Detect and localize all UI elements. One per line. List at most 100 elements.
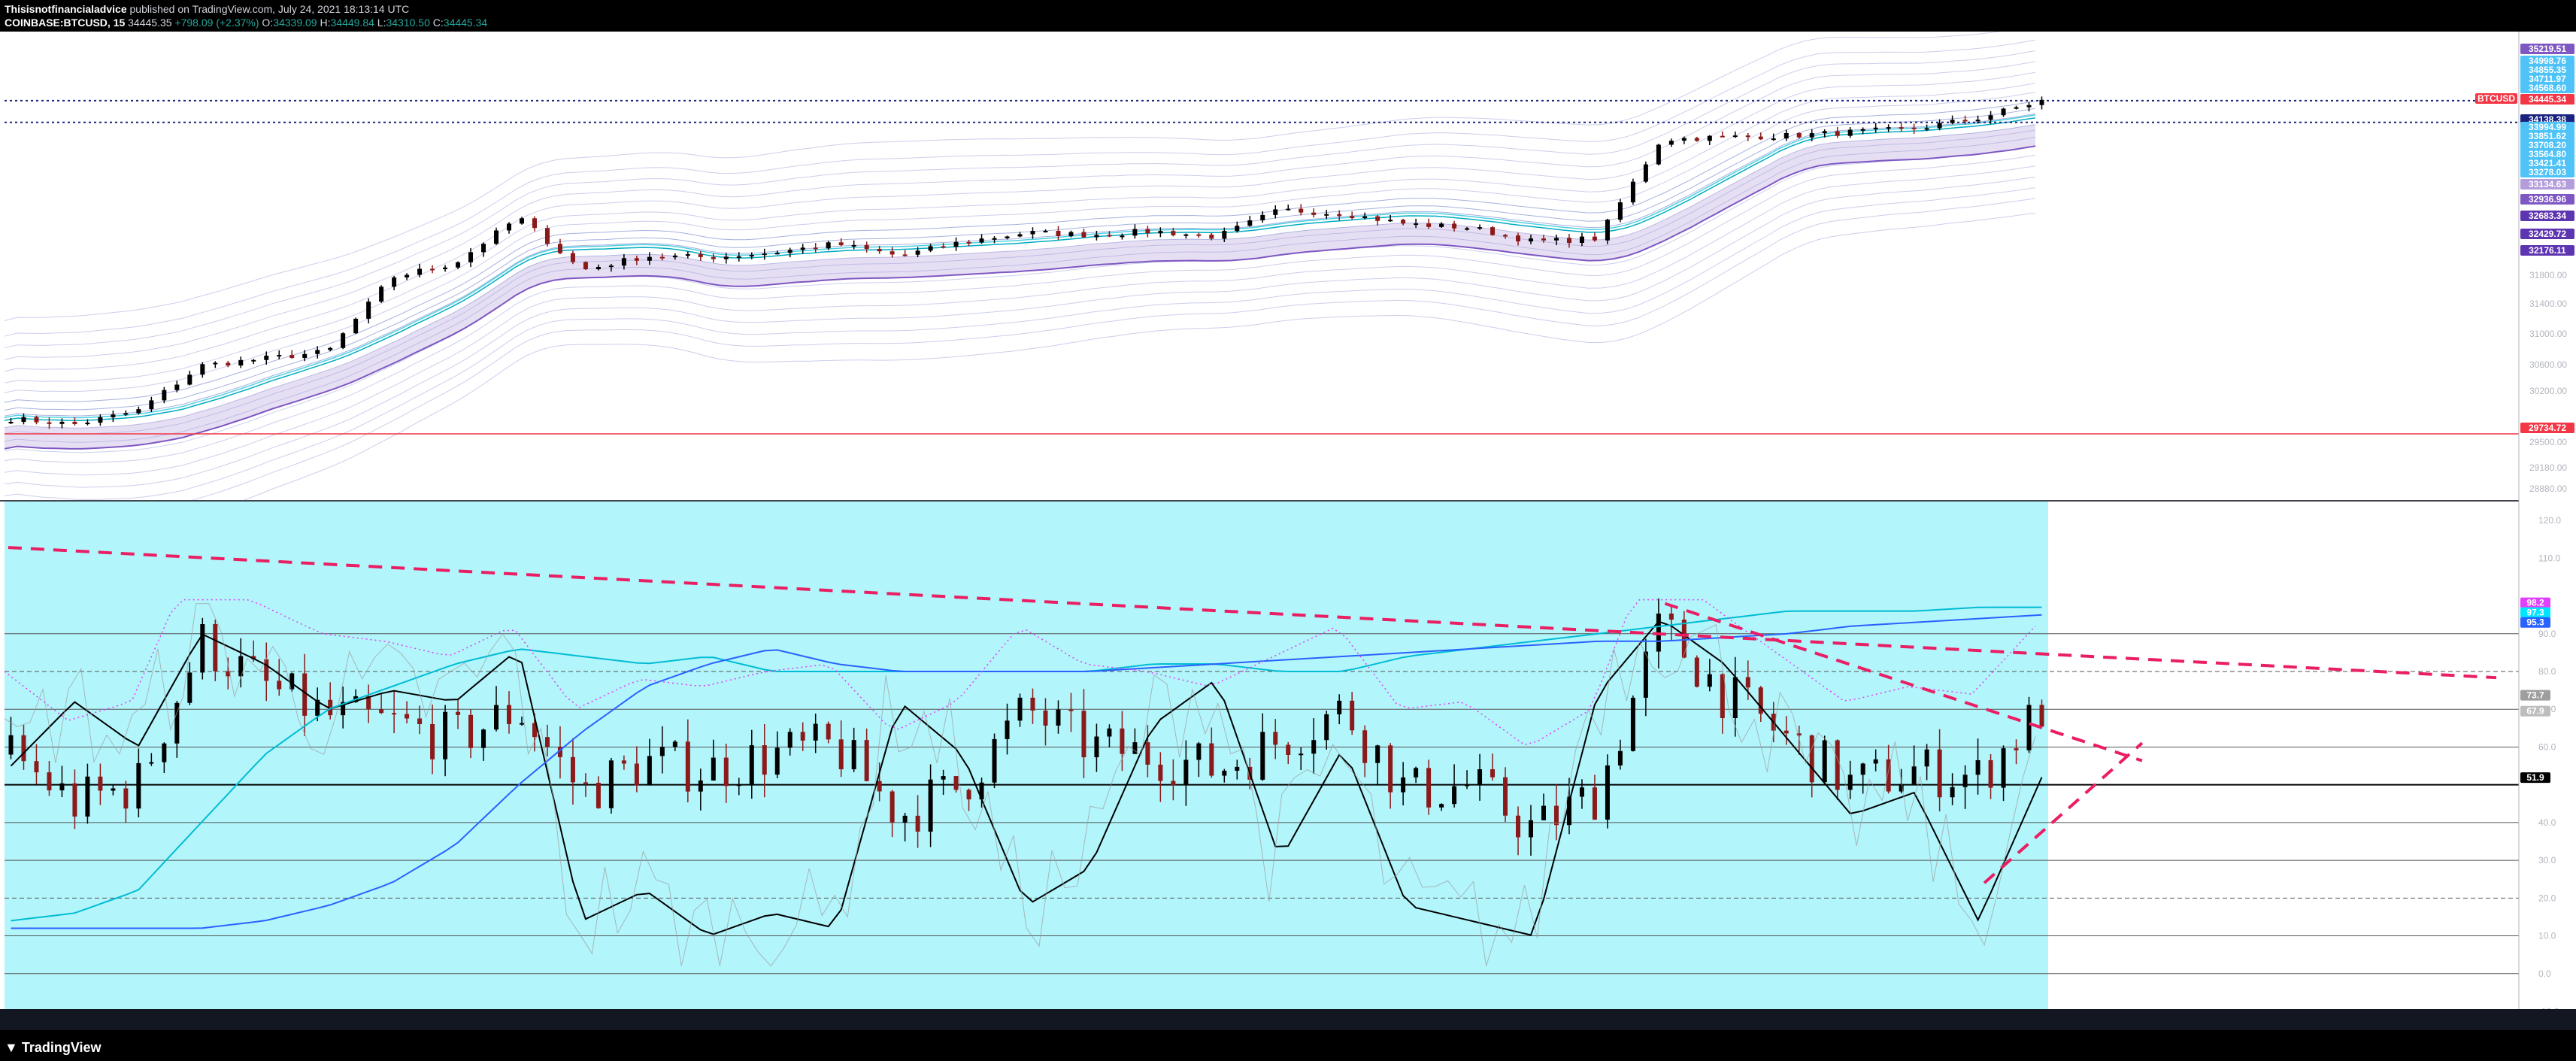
osc-candle[interactable] bbox=[864, 728, 869, 782]
osc-candle[interactable] bbox=[1503, 767, 1508, 822]
price-candle[interactable] bbox=[481, 242, 486, 257]
osc-candle[interactable] bbox=[1081, 689, 1086, 778]
price-candle[interactable] bbox=[1950, 115, 1955, 125]
trendline-1[interactable] bbox=[1664, 602, 2143, 762]
price-candle[interactable] bbox=[1745, 132, 1750, 141]
osc-candle[interactable] bbox=[1873, 749, 1878, 771]
osc-candle[interactable] bbox=[1094, 723, 1099, 772]
price-candle[interactable] bbox=[315, 346, 320, 359]
price-candle[interactable] bbox=[2039, 96, 2044, 110]
price-candle[interactable] bbox=[889, 247, 895, 258]
osc-candle[interactable] bbox=[557, 726, 562, 779]
osc-candle[interactable] bbox=[953, 776, 959, 793]
osc-candle[interactable] bbox=[1911, 745, 1917, 785]
osc-candle[interactable] bbox=[379, 693, 384, 714]
price-candle[interactable] bbox=[621, 253, 626, 270]
osc-candle[interactable] bbox=[1145, 725, 1150, 778]
price-candle[interactable] bbox=[1694, 136, 1699, 142]
price-badge[interactable]: 33564.80 bbox=[2520, 149, 2574, 159]
osc-badge[interactable]: 98.2 bbox=[2520, 597, 2550, 608]
price-candle[interactable] bbox=[1592, 232, 1597, 242]
price-candle[interactable] bbox=[1822, 129, 1827, 138]
osc-candle[interactable] bbox=[1222, 768, 1227, 783]
trendline-0[interactable] bbox=[8, 546, 2497, 680]
price-badge[interactable]: 34445.34 bbox=[2520, 94, 2574, 105]
osc-candle[interactable] bbox=[328, 682, 333, 720]
osc-candle[interactable] bbox=[698, 768, 703, 811]
price-badge[interactable]: 34855.35 bbox=[2520, 65, 2574, 75]
osc-candle[interactable] bbox=[1529, 805, 1534, 856]
price-candle[interactable] bbox=[1605, 218, 1610, 244]
price-candle[interactable] bbox=[72, 417, 77, 426]
price-candle[interactable] bbox=[1030, 227, 1035, 239]
osc-candle[interactable] bbox=[1835, 739, 1840, 800]
price-candle[interactable] bbox=[238, 356, 244, 368]
osc-candle[interactable] bbox=[507, 691, 512, 734]
osc-candle[interactable] bbox=[1452, 764, 1457, 808]
price-candle[interactable] bbox=[928, 244, 933, 253]
price-candle[interactable] bbox=[1324, 209, 1329, 220]
osc-candle[interactable] bbox=[1886, 744, 1891, 794]
osc-candle[interactable] bbox=[443, 705, 448, 777]
price-candle[interactable] bbox=[1171, 227, 1176, 237]
price-candle[interactable] bbox=[468, 247, 474, 268]
price-candle[interactable] bbox=[1503, 234, 1508, 239]
osc-candle[interactable] bbox=[583, 773, 588, 797]
osc-badge[interactable]: 67.9 bbox=[2520, 705, 2550, 717]
price-candle[interactable] bbox=[2014, 105, 2019, 110]
price-candle[interactable] bbox=[1375, 214, 1380, 226]
price-candle[interactable] bbox=[557, 238, 562, 255]
osc-candle[interactable] bbox=[1732, 656, 1738, 737]
osc-candle[interactable] bbox=[1107, 724, 1112, 748]
price-candle[interactable] bbox=[1005, 235, 1010, 240]
price-candle[interactable] bbox=[187, 371, 192, 386]
price-candle[interactable] bbox=[1439, 222, 1444, 228]
price-candle[interactable] bbox=[456, 261, 461, 269]
price-candle[interactable] bbox=[1529, 235, 1534, 244]
osc-candle[interactable] bbox=[1324, 711, 1329, 750]
osc-candle[interactable] bbox=[1988, 753, 1993, 799]
price-candle[interactable] bbox=[659, 253, 665, 261]
tradingview-logo[interactable]: ▼ TradingView bbox=[5, 1040, 102, 1056]
price-candle[interactable] bbox=[1847, 127, 1853, 138]
price-candle[interactable] bbox=[1043, 229, 1048, 233]
osc-candle[interactable] bbox=[1005, 703, 1010, 755]
symbol-name[interactable]: COINBASE:BTCUSD, 15 bbox=[5, 17, 126, 29]
price-candle[interactable] bbox=[1350, 211, 1355, 220]
price-candle[interactable] bbox=[1579, 232, 1584, 247]
osc-candle[interactable] bbox=[596, 776, 601, 809]
price-badge[interactable]: 33994.99 bbox=[2520, 122, 2574, 132]
price-candle[interactable] bbox=[1886, 124, 1891, 132]
osc-candle[interactable] bbox=[1299, 747, 1304, 770]
osc-candle[interactable] bbox=[1056, 700, 1061, 734]
chart-canvas[interactable]: 31800.00 31400.00 31000.00 30600.00 30200.00… bbox=[0, 32, 2576, 1009]
osc-candle[interactable] bbox=[966, 788, 971, 811]
osc-candle[interactable] bbox=[1171, 759, 1176, 801]
price-candle[interactable] bbox=[698, 250, 703, 261]
osc-candle[interactable] bbox=[366, 684, 371, 723]
price-candle[interactable] bbox=[98, 414, 103, 426]
osc-candle[interactable] bbox=[430, 705, 435, 775]
osc-candle[interactable] bbox=[47, 761, 52, 796]
price-candle[interactable] bbox=[213, 361, 218, 368]
osc-candle[interactable] bbox=[544, 724, 550, 756]
osc-candle[interactable] bbox=[2001, 745, 2006, 802]
osc-candle[interactable] bbox=[1017, 693, 1023, 727]
osc-badge[interactable]: 73.7 bbox=[2520, 690, 2550, 701]
osc-candle[interactable] bbox=[34, 744, 39, 784]
price-badge[interactable]: 33708.20 bbox=[2520, 140, 2574, 150]
osc-candle[interactable] bbox=[1286, 741, 1291, 765]
osc-candle[interactable] bbox=[481, 728, 486, 761]
osc-candle[interactable] bbox=[1388, 743, 1393, 809]
price-candle[interactable] bbox=[289, 350, 295, 359]
oscillator-axis[interactable]: 120.0110.090.080.070.060.040.030.020.010… bbox=[2520, 515, 2561, 1009]
price-candle[interactable] bbox=[941, 243, 946, 249]
osc-badge[interactable]: 95.3 bbox=[2520, 617, 2550, 628]
osc-candle[interactable] bbox=[621, 755, 626, 770]
price-badge[interactable]: 32936.96 bbox=[2520, 194, 2574, 205]
price-candle[interactable] bbox=[953, 237, 959, 251]
price-candle[interactable] bbox=[1681, 136, 1687, 144]
price-candle[interactable] bbox=[328, 347, 333, 352]
osc-candle[interactable] bbox=[1668, 605, 1674, 641]
osc-candle[interactable] bbox=[519, 716, 524, 726]
